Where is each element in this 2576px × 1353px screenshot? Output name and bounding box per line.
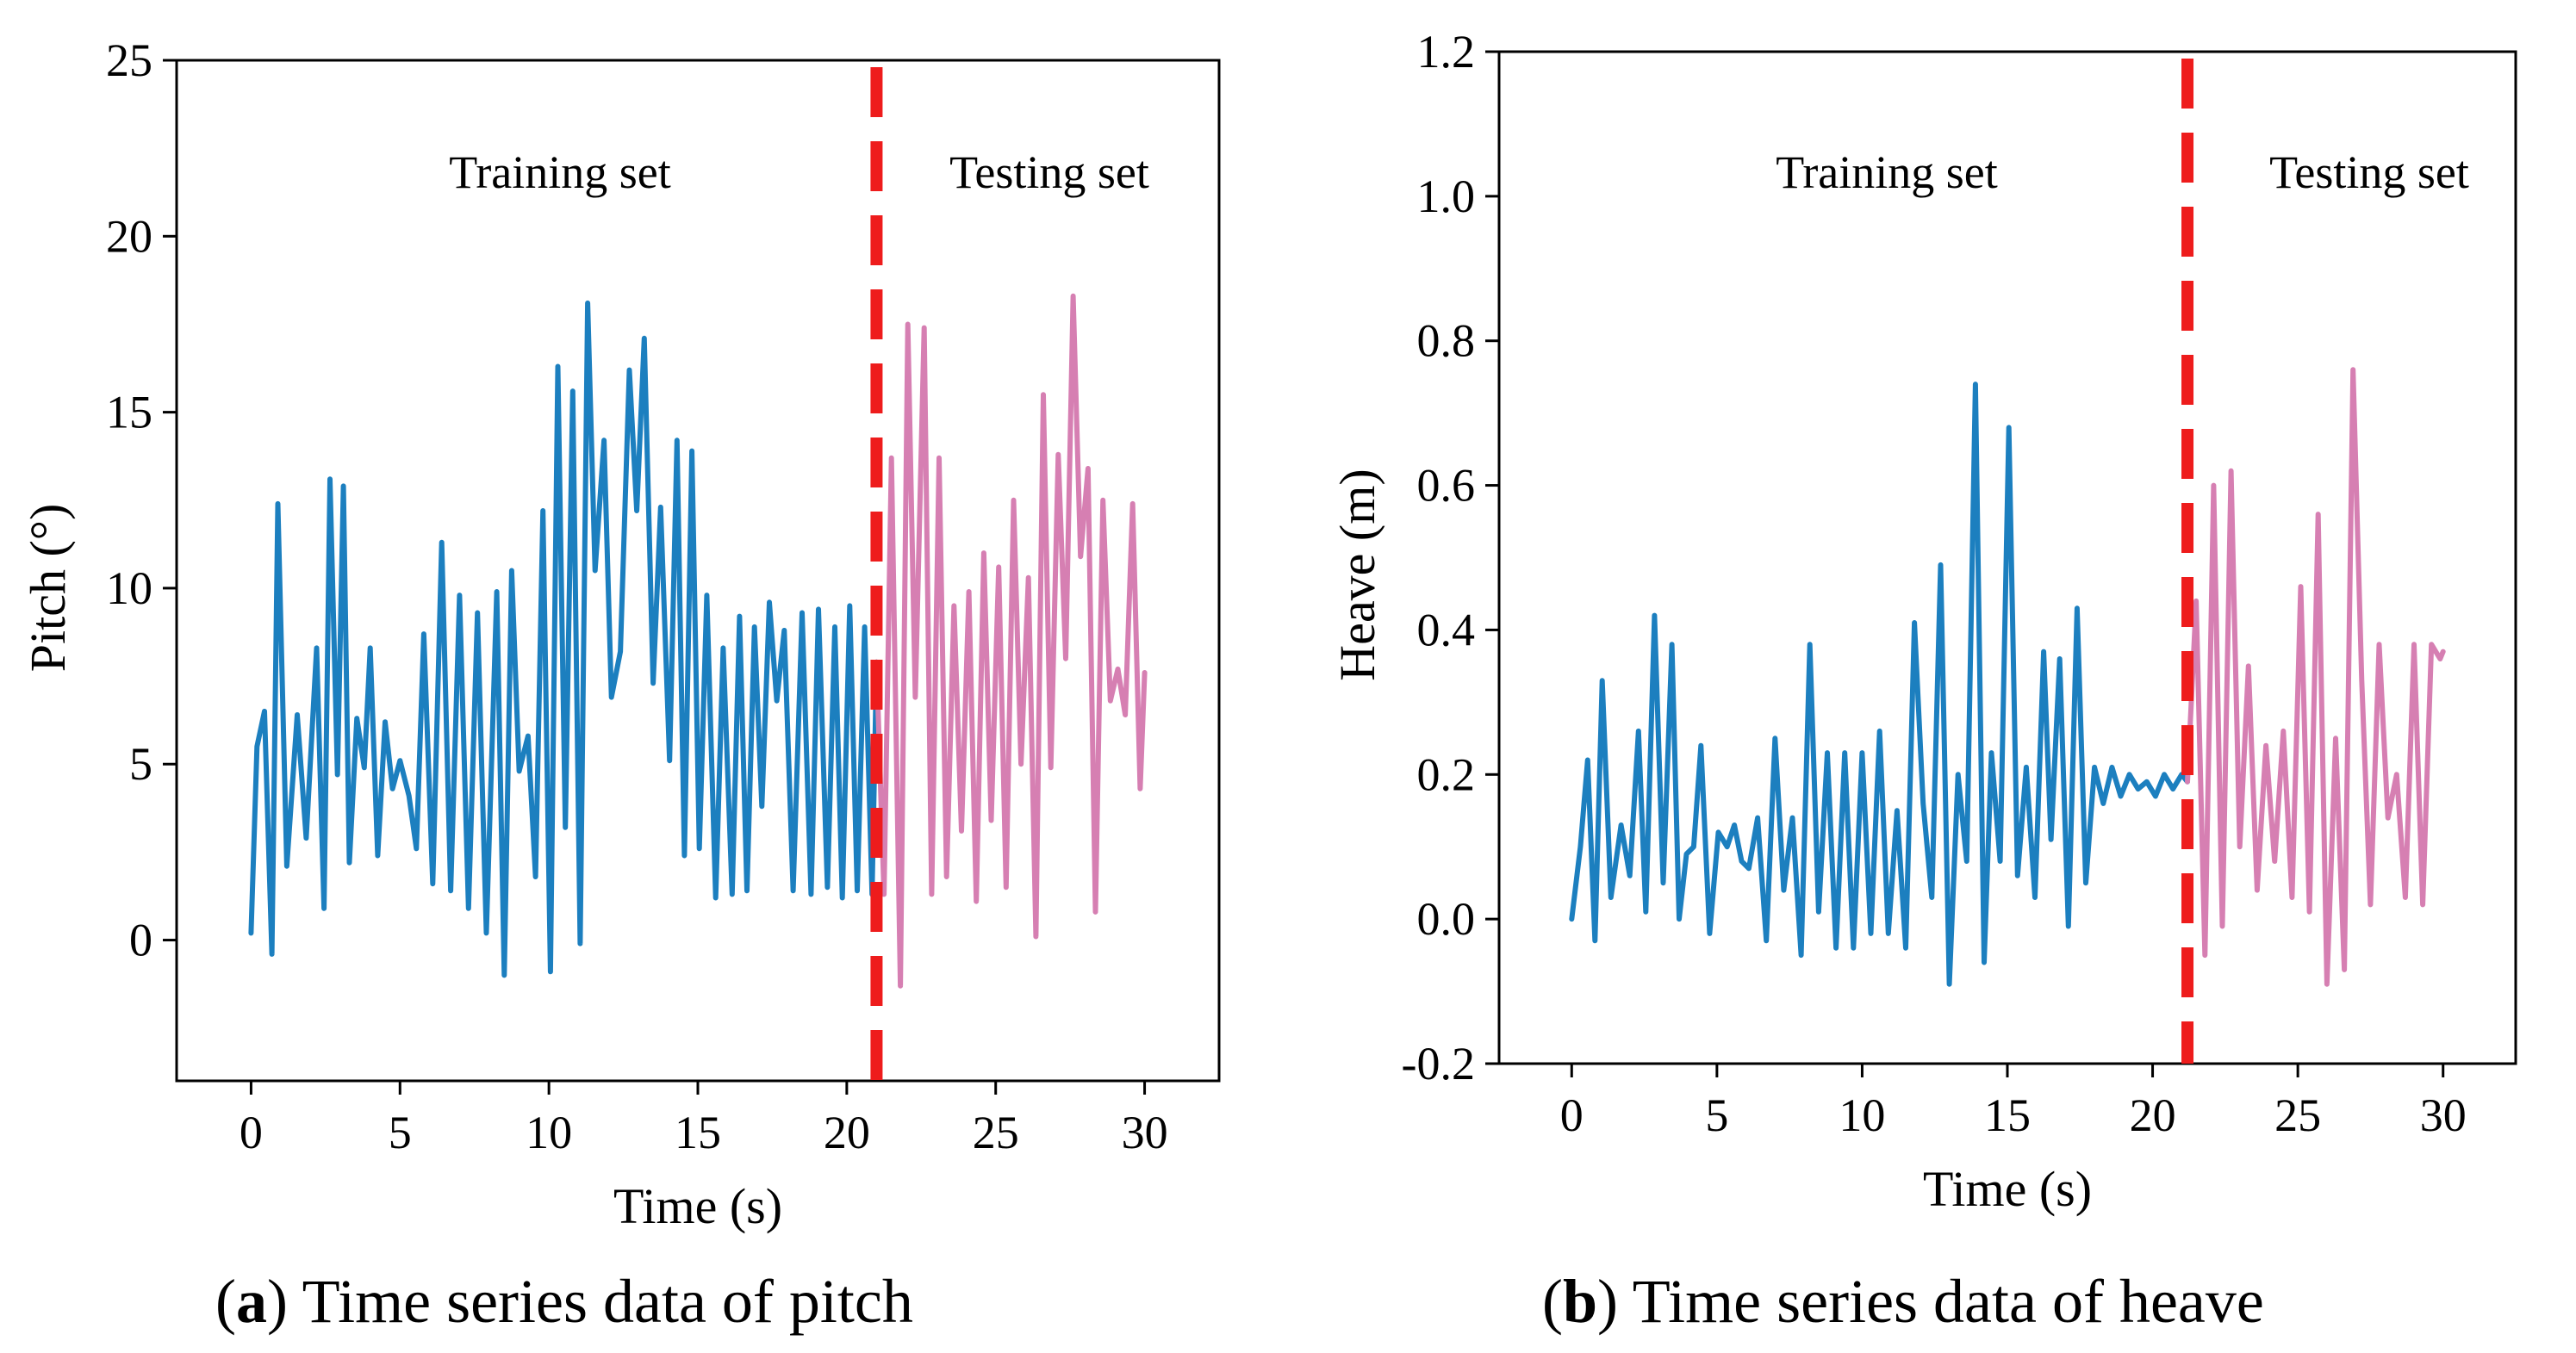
annotation-training-set: Training set bbox=[1776, 146, 1998, 198]
y-tick-label: -0.2 bbox=[1402, 1038, 1475, 1089]
y-tick-label: 0.8 bbox=[1417, 315, 1476, 367]
caption-pitch: (a) Time series data of pitch bbox=[215, 1266, 913, 1337]
series-training-line bbox=[248, 300, 880, 978]
x-tick-label: 5 bbox=[389, 1107, 412, 1158]
x-tick-label: 25 bbox=[2274, 1089, 2321, 1141]
annotation-training-set: Training set bbox=[449, 146, 671, 198]
y-tick-label: 0.6 bbox=[1417, 460, 1476, 512]
x-tick-label: 30 bbox=[2420, 1089, 2467, 1141]
x-tick-label: 0 bbox=[240, 1107, 263, 1158]
caption-open-a: ( bbox=[215, 1267, 236, 1336]
x-tick-label: 25 bbox=[973, 1107, 1019, 1158]
x-axis-label: Time (s) bbox=[1923, 1161, 2092, 1217]
caption-text-b: ) Time series data of heave bbox=[1597, 1267, 2264, 1336]
series-training-line bbox=[1569, 382, 2190, 987]
caption-letter-a: a bbox=[235, 1267, 267, 1336]
y-tick-label: 5 bbox=[129, 738, 152, 790]
y-axis-label: Heave (m) bbox=[1329, 469, 1385, 680]
x-tick-label: 10 bbox=[526, 1107, 572, 1158]
y-tick-label: 0 bbox=[129, 915, 152, 966]
x-tick-label: 15 bbox=[1984, 1089, 2031, 1141]
x-tick-label: 20 bbox=[824, 1107, 870, 1158]
y-tick-label: 0.4 bbox=[1417, 604, 1476, 655]
annotation-testing-set: Testing set bbox=[2269, 146, 2469, 198]
y-tick-label: 0.0 bbox=[1417, 893, 1476, 945]
y-tick-label: 10 bbox=[106, 562, 152, 614]
y-tick-label: 1.0 bbox=[1417, 171, 1476, 222]
y-tick-label: 20 bbox=[106, 210, 152, 262]
annotation-testing-set: Testing set bbox=[949, 146, 1149, 198]
x-tick-label: 5 bbox=[1705, 1089, 1728, 1141]
x-tick-label: 15 bbox=[675, 1107, 721, 1158]
y-tick-label: 0.2 bbox=[1417, 748, 1476, 800]
caption-heave: (b) Time series data of heave bbox=[1542, 1266, 2264, 1337]
x-axis-label: Time (s) bbox=[613, 1178, 782, 1234]
y-tick-label: 25 bbox=[106, 34, 152, 86]
caption-text-a: ) Time series data of pitch bbox=[266, 1267, 913, 1336]
series-testing-line bbox=[2185, 367, 2446, 987]
chart-heave: -0.2 0.0 0.2 0.4 0.6 0.8 1.0 1.2 0 5 10 15 20 25 30 Tim… bbox=[1329, 26, 2517, 1217]
chart-pitch: 0 5 10 15 20 25 0 5 10 15 20 25 30 Time (s) Pitch (°) T… bbox=[20, 34, 1221, 1234]
x-tick-label: 30 bbox=[1122, 1107, 1168, 1158]
caption-open-b: ( bbox=[1542, 1267, 1563, 1336]
y-axis-label: Pitch (°) bbox=[20, 504, 76, 673]
series-testing-line bbox=[874, 293, 1148, 989]
x-tick-label: 10 bbox=[1839, 1089, 1885, 1141]
caption-letter-b: b bbox=[1562, 1267, 1598, 1336]
y-tick-label: 1.2 bbox=[1417, 26, 1476, 78]
x-tick-label: 0 bbox=[1560, 1089, 1584, 1141]
x-tick-label: 20 bbox=[2130, 1089, 2176, 1141]
y-tick-label: 15 bbox=[106, 387, 152, 438]
